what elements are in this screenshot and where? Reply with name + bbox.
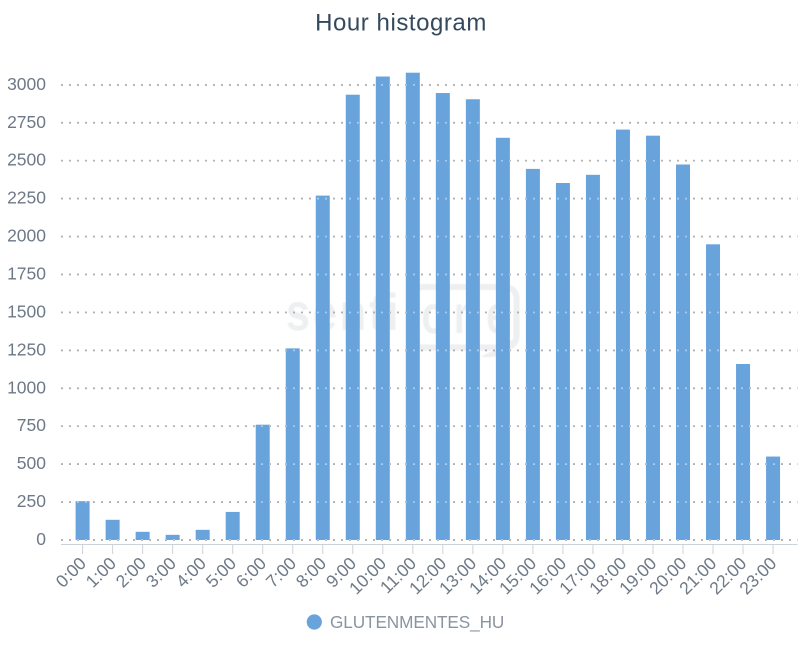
svg-text:1750: 1750 — [7, 263, 46, 283]
svg-text:3000: 3000 — [7, 74, 46, 94]
svg-text:Hour histogram: Hour histogram — [315, 10, 487, 37]
svg-text:0: 0 — [36, 529, 46, 549]
svg-text:500: 500 — [17, 453, 46, 473]
svg-text:2000: 2000 — [7, 226, 46, 246]
svg-text:750: 750 — [17, 415, 46, 435]
svg-text:2250: 2250 — [7, 188, 46, 208]
svg-text:2500: 2500 — [7, 150, 46, 170]
svg-text:1000: 1000 — [7, 377, 46, 397]
svg-text:GLUTENMENTES_HU: GLUTENMENTES_HU — [330, 612, 504, 632]
svg-text:2750: 2750 — [7, 112, 46, 132]
svg-text:1250: 1250 — [7, 339, 46, 359]
svg-text:1500: 1500 — [7, 301, 46, 321]
svg-text:250: 250 — [17, 491, 46, 511]
